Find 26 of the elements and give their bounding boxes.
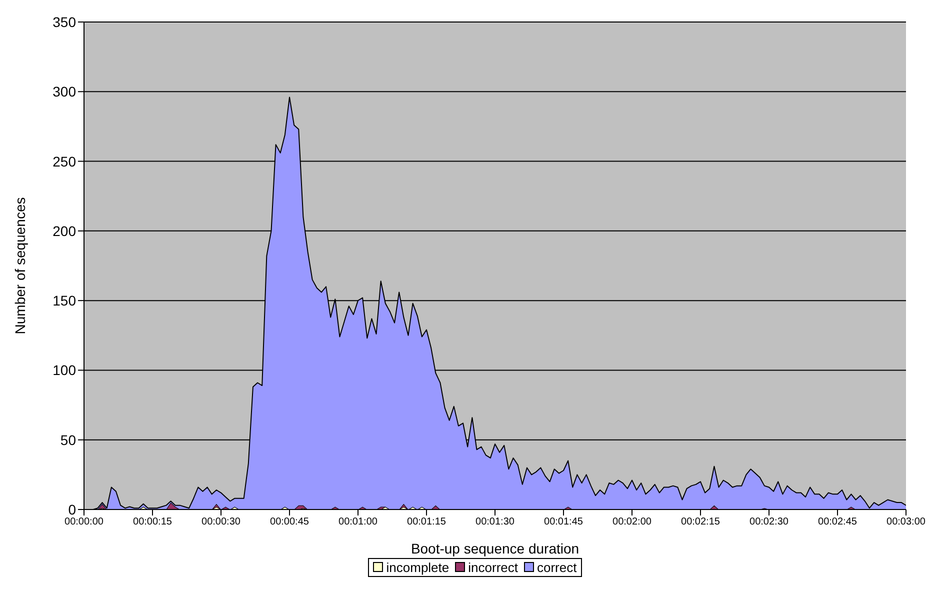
legend-label: correct: [536, 560, 577, 574]
y-axis-title: Number of sequences: [12, 197, 28, 334]
x-tick-label: 00:01:15: [407, 516, 446, 528]
legend-label: incomplete: [385, 560, 450, 574]
x-tick-label: 00:03:00: [886, 516, 926, 528]
x-tick-label: 00:00:30: [202, 516, 241, 528]
y-tick-label: 150: [52, 292, 76, 309]
y-tick-label: 250: [52, 153, 76, 170]
x-tick-label: 00:00:45: [270, 516, 310, 528]
x-tick-label: 00:02:00: [612, 516, 652, 528]
y-tick-label: 200: [52, 222, 76, 239]
x-tick-label: 00:01:00: [338, 516, 378, 528]
legend-label: incorrect: [467, 560, 518, 574]
x-tick-label: 00:01:30: [476, 516, 515, 528]
x-tick-label: 00:02:45: [818, 516, 858, 528]
x-tick-label: 00:00:15: [133, 516, 172, 528]
x-tick-label: 00:00:00: [64, 516, 104, 528]
x-tick-label: 00:01:45: [544, 516, 584, 528]
y-tick-label: 300: [52, 84, 76, 100]
y-tick-label: 0: [68, 501, 76, 518]
x-tick-label: 00:02:30: [750, 516, 789, 528]
x-axis-title: Boot-up sequence duration: [410, 540, 580, 556]
y-tick-label: 50: [60, 432, 76, 448]
y-tick-label: 100: [52, 362, 76, 378]
y-tick-label: 350: [52, 14, 76, 30]
x-tick-label: 00:02:15: [681, 516, 720, 528]
